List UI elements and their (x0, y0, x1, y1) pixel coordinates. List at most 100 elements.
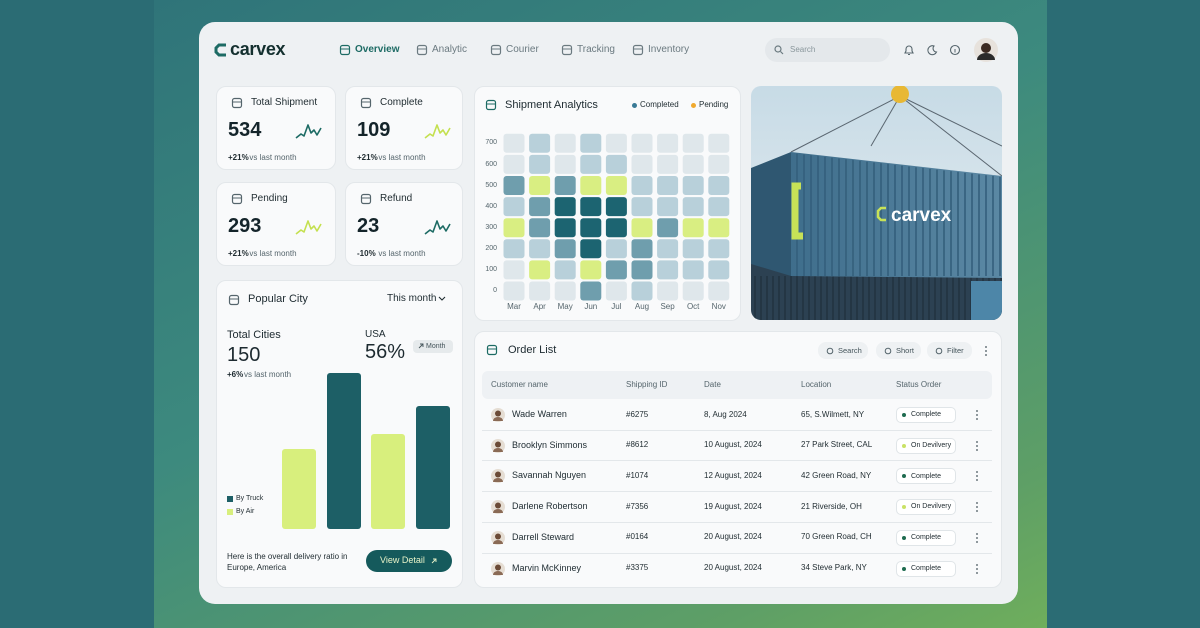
button-arrow (431, 558, 437, 564)
heatmap-cell (580, 154, 602, 174)
icon-shape (228, 294, 240, 306)
avatar (974, 38, 998, 62)
icon (561, 44, 573, 56)
heatmap-cell (682, 260, 704, 280)
y-tick-label: 0 (493, 287, 497, 295)
cable (790, 95, 901, 153)
heatmap-cell (657, 133, 679, 153)
badge (413, 340, 453, 353)
action-label[interactable]: Search (838, 345, 862, 355)
shipping-id: #1074 (626, 471, 649, 480)
action-label[interactable]: Filter (947, 345, 964, 355)
stat-value: 23 (357, 215, 380, 237)
nav-item[interactable]: Courier (506, 43, 539, 55)
shipping-id: #6275 (626, 409, 649, 419)
order-date: 19 August, 2024 (704, 501, 762, 511)
container-logo-c (791, 182, 803, 240)
bell-icon (904, 45, 914, 56)
action-button[interactable] (876, 342, 921, 359)
card-title: Popular City (248, 292, 308, 305)
heatmap-cell (657, 281, 679, 301)
action-button[interactable] (818, 342, 868, 359)
avatar-head (981, 43, 991, 53)
chevron (438, 296, 446, 301)
button-label[interactable]: View Detail (380, 555, 425, 566)
cable (870, 95, 901, 147)
search-icon (780, 51, 784, 55)
chevron (438, 296, 446, 301)
status-dot (902, 566, 906, 571)
nav-item[interactable]: Overview (355, 43, 400, 55)
status-pill (896, 407, 956, 423)
order-date: 8, Aug 2024 (704, 409, 747, 419)
more-icon (976, 563, 978, 574)
sparkline (424, 124, 451, 139)
stat-note: vs last month (249, 152, 297, 162)
heatmap-cell (605, 154, 627, 174)
dot (976, 444, 978, 447)
view-detail-button[interactable] (366, 550, 452, 572)
order-date: 20 August, 2024 (704, 563, 762, 573)
column-header: Status Order (896, 379, 942, 389)
heatmap-cell (631, 281, 653, 301)
icon (360, 193, 372, 205)
heatmap-cell (631, 133, 653, 153)
heatmap-cell (554, 218, 576, 238)
avatar-head (495, 441, 501, 448)
icon-shape (485, 99, 497, 111)
order-date: 10 August, 2024 (704, 440, 762, 450)
x-tick-label: Sep (660, 301, 675, 311)
order-location: 65, S.Wilmett, NY (801, 409, 865, 419)
nav-item[interactable]: Tracking (577, 43, 615, 55)
container-front (791, 152, 1002, 278)
avatar-head (495, 533, 501, 540)
icon-shape (561, 44, 573, 56)
action-button[interactable] (927, 342, 972, 359)
stat-value: 534 (228, 119, 262, 141)
avatar-body (493, 570, 503, 575)
legend-label: Completed (640, 99, 679, 109)
status-dot (902, 443, 906, 448)
sparkline (295, 124, 322, 139)
icon (490, 44, 502, 56)
heatmap-cell (529, 197, 551, 217)
nav-item[interactable]: Analytic (432, 43, 468, 55)
search-box[interactable] (765, 38, 890, 62)
badge-arrow (418, 343, 424, 349)
bar (371, 434, 405, 529)
stat-change: +21% (357, 152, 378, 162)
action-label[interactable]: Short (896, 345, 914, 355)
heatmap-cell (580, 239, 602, 259)
period-select[interactable]: This month (387, 292, 437, 304)
nav-item[interactable]: Inventory (648, 43, 690, 55)
header-icon (927, 45, 938, 56)
stat-card (216, 86, 336, 170)
heatmap-cell (503, 133, 525, 153)
y-tick-label: 200 (485, 244, 497, 252)
heatmap-cell (631, 260, 653, 280)
heatmap-cell (605, 176, 627, 195)
stat-value: 293 (228, 215, 262, 237)
icon-shape (486, 344, 498, 356)
heatmap-cell (657, 176, 679, 195)
column-header: Customer name (491, 379, 548, 389)
container-photo: carvex (751, 86, 1002, 320)
heatmap-cell (605, 133, 627, 153)
dot (976, 440, 978, 443)
heatmap-cell (708, 260, 730, 280)
customer-avatar (491, 561, 505, 576)
dot (976, 536, 978, 539)
hook (891, 86, 909, 103)
avatar-head (495, 502, 501, 509)
search-placeholder[interactable]: Search (790, 44, 816, 54)
status-label: Complete (911, 533, 941, 541)
stat-title: Complete (380, 96, 423, 108)
sparkline (424, 220, 451, 235)
heatmap-cell (554, 197, 576, 217)
dot (976, 410, 978, 412)
heatmap-cell (605, 197, 627, 217)
customer-avatar (491, 500, 505, 515)
avatar-head (495, 471, 501, 478)
sparkline (295, 220, 322, 235)
legend-dot (632, 102, 637, 108)
